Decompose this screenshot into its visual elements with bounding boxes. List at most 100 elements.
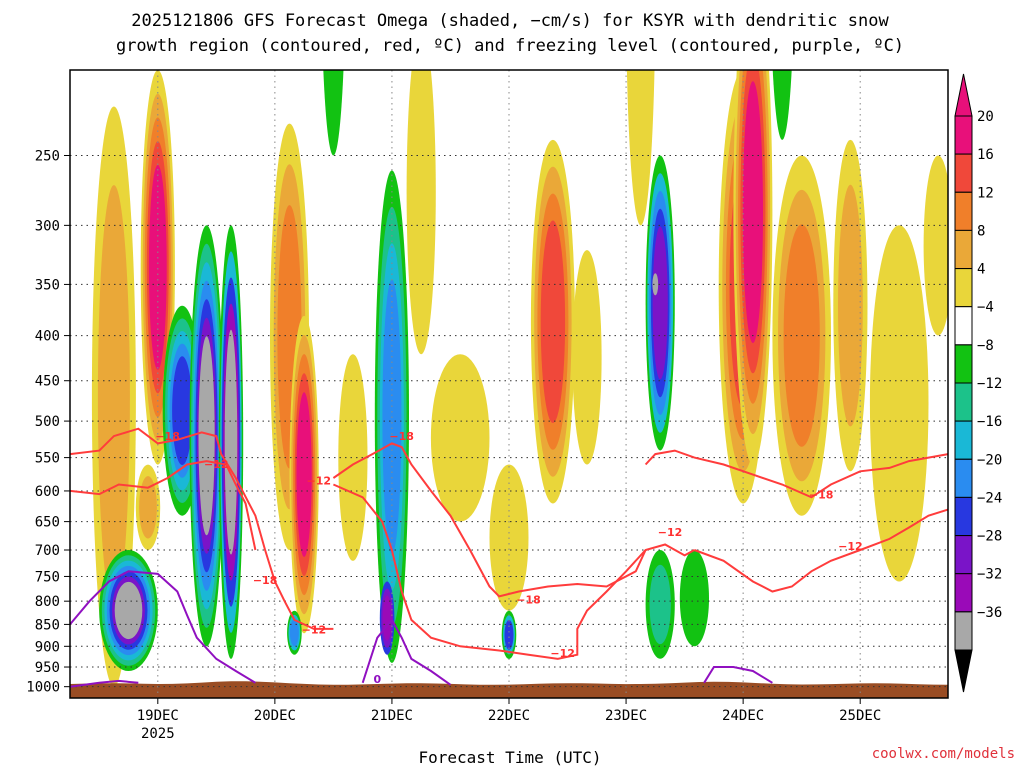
y-tick-label-700: 700 <box>35 543 60 559</box>
omega-region-28-1 <box>838 184 863 427</box>
colorbar-label-5: −4 <box>977 300 994 316</box>
colorbar-bin-0 <box>954 115 973 155</box>
y-tick-label-900: 900 <box>35 639 60 655</box>
omega-region-5-4 <box>224 329 238 555</box>
colorbar-label-6: −8 <box>977 338 994 354</box>
terrain-ground <box>70 681 948 698</box>
x-tick-label-23DEC: 23DEC <box>605 708 647 724</box>
contour-label-11: 0 <box>373 673 381 686</box>
freezing-contour-a <box>69 570 256 684</box>
omega-region-20-0 <box>626 70 655 226</box>
y-tick-label-350: 350 <box>35 277 60 293</box>
x-tick-label-25DEC: 25DEC <box>839 708 881 724</box>
terrain-surface <box>70 681 948 698</box>
contour-label-8: −12 <box>658 526 683 539</box>
chart-title-line-1: 2025121806 GFS Forecast Omega (shaded, −… <box>131 11 889 31</box>
omega-region-23-1 <box>649 564 671 645</box>
colorbar-bin-6 <box>954 344 973 384</box>
y-tick-label-750: 750 <box>35 569 60 585</box>
temperature-contours: −18 −12 −18 −12 −12 −18 −18 −12 −12 −18 −12 0 <box>69 427 949 688</box>
x-tick-label-21DEC: 21DEC <box>371 708 413 724</box>
omega-field-shading <box>91 70 948 687</box>
omega-region-9-2 <box>289 619 299 647</box>
colorbar-top-arrow <box>954 73 973 117</box>
gridlines <box>70 70 948 698</box>
colorbar-bin-2 <box>954 191 973 231</box>
contour-label-2: −18 <box>253 574 278 587</box>
colorbar-bin-10 <box>954 496 973 536</box>
y-tick-label-1000: 1000 <box>26 680 60 696</box>
dgz-contour-minus18-c <box>644 449 949 499</box>
colorbar-bin-1 <box>954 153 973 193</box>
dgz-contour-minus18-b <box>332 442 647 598</box>
contour-label-7: −12 <box>550 647 575 660</box>
y-tick-label-550: 550 <box>35 451 60 467</box>
omega-region-13-2 <box>382 595 392 641</box>
colorbar-label-13: −36 <box>977 605 1002 621</box>
plot-area: −18 −12 −18 −12 −12 −18 −18 −12 −12 −18 −12 0 <box>69 69 949 699</box>
contour-label-4: −12 <box>302 623 327 636</box>
colorbar-bin-9 <box>954 458 973 498</box>
x-tick-label-19DEC: 19DEC <box>137 708 179 724</box>
x-axis-label: Forecast Time (UTC) <box>418 748 601 767</box>
dgz-contour-minus12-a <box>69 460 257 551</box>
omega-region-4-6 <box>198 336 215 536</box>
colorbar-bin-12 <box>954 573 973 613</box>
freezing-contour-c <box>361 618 452 686</box>
y-tick-label-250: 250 <box>35 148 60 164</box>
x-axis-ticks: 19DEC 2025 20DEC 21DEC 22DEC 23DEC 24DEC 25DEC <box>137 698 881 742</box>
contour-label-10: −12 <box>838 540 863 553</box>
contour-label-5: −18 <box>389 430 414 443</box>
omega-region-14-0 <box>406 70 436 355</box>
omega-region-10-0 <box>323 70 344 156</box>
colorbar-bin-7 <box>954 382 973 422</box>
colorbar-label-3: 8 <box>977 223 985 239</box>
freezing-contour-b <box>69 679 139 688</box>
omega-region-19-0 <box>572 250 602 465</box>
contour-label-6: −18 <box>516 594 541 607</box>
omega-region-30-0 <box>772 70 792 140</box>
omega-region-3-4 <box>172 356 193 466</box>
dgz-contour-minus12-b <box>332 483 695 660</box>
y-tick-label-400: 400 <box>35 329 60 345</box>
y-tick-label-850: 850 <box>35 617 60 633</box>
colorbar-bin-3 <box>954 229 973 269</box>
chart-title-line-2: growth region (contoured, red, ºC) and f… <box>116 36 904 56</box>
y-tick-label-300: 300 <box>35 218 60 234</box>
colorbar-label-8: −16 <box>977 414 1002 430</box>
y-tick-label-600: 600 <box>35 484 60 500</box>
contour-label-0: −18 <box>155 430 180 443</box>
credit-link[interactable]: coolwx.com/models <box>872 746 1015 762</box>
colorbar-bottom-arrow <box>954 649 973 693</box>
contour-label-3: −12 <box>307 475 332 488</box>
colorbar-label-7: −12 <box>977 376 1002 392</box>
freezing-contour-d <box>703 666 773 684</box>
contour-label-9: −18 <box>809 489 834 502</box>
colorbar-label-2: 12 <box>977 185 994 201</box>
omega-region-0-1 <box>97 185 130 609</box>
dgz-contour-minus12-c <box>694 508 949 593</box>
colorbar-bin-5 <box>954 306 973 346</box>
omega-region-26-4 <box>742 81 764 343</box>
omega-region-11-0 <box>338 354 368 561</box>
y-axis-ticks: 250 300 350 400 450 500 550 600 650 700 750 800 850 9… <box>26 148 70 696</box>
colorbar-label-4: 4 <box>977 262 985 278</box>
x-tick-label-24DEC: 24DEC <box>722 708 764 724</box>
dgz-contour-minus18-a <box>69 427 334 630</box>
colorbar-label-11: −28 <box>977 529 1002 545</box>
colorbar-bin-13 <box>954 611 973 651</box>
colorbar-bin-11 <box>954 535 973 575</box>
omega-region-24-0 <box>679 550 710 647</box>
omega-region-29-0 <box>869 225 929 582</box>
omega-region-31-0 <box>923 155 948 336</box>
omega-region-17-2 <box>504 619 514 650</box>
omega-region-6-6 <box>114 581 143 640</box>
omega-region-22-0 <box>652 273 659 296</box>
colorbar-label-1: 16 <box>977 147 994 163</box>
omega-region-21-4 <box>652 226 668 380</box>
x-tick-label-22DEC: 22DEC <box>488 708 530 724</box>
y-tick-label-650: 650 <box>35 515 60 531</box>
y-tick-label-500: 500 <box>35 414 60 430</box>
omega-region-8-4 <box>296 392 312 557</box>
